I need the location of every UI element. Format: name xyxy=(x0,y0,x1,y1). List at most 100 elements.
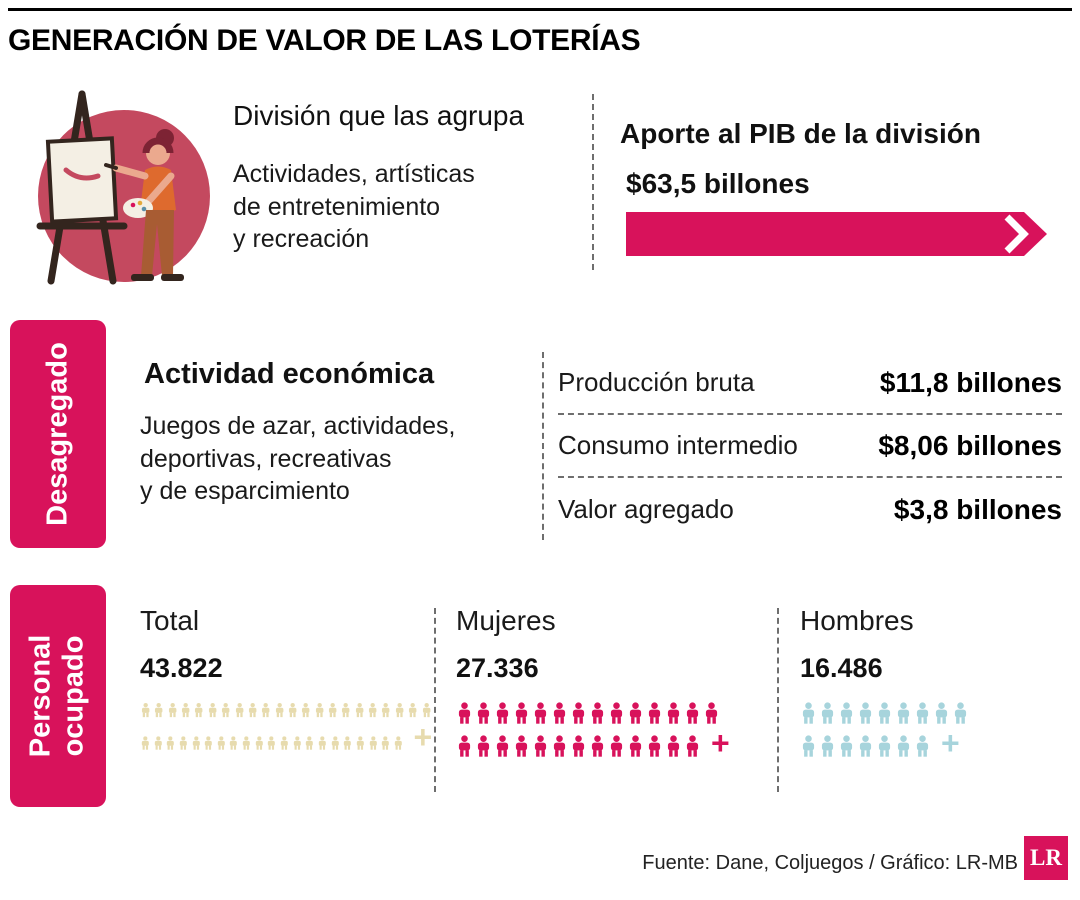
person-icon xyxy=(255,735,263,750)
source-credit: Fuente: Dane, Coljuegos / Gráfico: LR-MB xyxy=(642,852,1018,874)
person-icon xyxy=(369,735,377,750)
person-icon xyxy=(195,702,203,718)
person-icon xyxy=(318,735,326,750)
page-title: GENERACIÓN DE VALOR DE LAS LOTERÍAS xyxy=(8,24,641,57)
table-row: Consumo intermedio $8,06 billones xyxy=(558,415,1062,478)
pictogram-row xyxy=(800,702,1062,724)
person-icon xyxy=(422,702,430,718)
person-icon xyxy=(496,735,509,757)
person-icon xyxy=(686,702,699,724)
person-icon xyxy=(534,702,547,724)
person-icon xyxy=(395,702,404,718)
person-icon xyxy=(306,735,314,750)
plus-sign: + xyxy=(413,719,433,755)
top-rule xyxy=(8,8,1072,11)
person-icon xyxy=(205,735,213,750)
breakdown-table: Producción bruta $11,8 billones Consumo … xyxy=(558,352,1062,541)
person-icon xyxy=(315,702,324,718)
pictogram-row: + xyxy=(800,725,1062,761)
pib-heading: Aporte al PIB de la división xyxy=(620,118,981,149)
person-icon xyxy=(667,735,680,757)
person-icon xyxy=(248,702,257,718)
person-icon xyxy=(222,702,230,718)
person-icon xyxy=(648,702,661,724)
person-icon xyxy=(916,735,929,757)
person-icon xyxy=(610,735,623,757)
person-icon xyxy=(802,735,815,757)
dashed-divider-vertical xyxy=(542,352,544,540)
person-icon xyxy=(802,702,815,724)
personal-label-text: Personal ocupado xyxy=(24,634,90,758)
person-icon xyxy=(954,702,967,724)
plus-sign: + xyxy=(711,725,730,761)
pib-bar-arrow xyxy=(626,212,1047,256)
pictogram-row: + xyxy=(140,719,433,755)
person-icon xyxy=(168,702,177,718)
person-icon xyxy=(916,702,929,724)
person-icon xyxy=(268,735,276,750)
personal-group-total: Total 43.822 + xyxy=(140,605,433,755)
person-icon xyxy=(935,702,948,724)
lr-logo: LR xyxy=(1024,836,1068,880)
person-icon xyxy=(141,735,149,750)
palette xyxy=(123,198,153,218)
person-icon xyxy=(235,702,243,718)
person-icon xyxy=(242,735,250,750)
person-icon xyxy=(280,735,288,750)
person-icon xyxy=(686,735,699,757)
person-icon xyxy=(840,735,853,757)
pictogram-mujeres: + xyxy=(456,702,762,761)
person-icon xyxy=(458,702,471,724)
person-icon xyxy=(179,735,187,750)
person-icon xyxy=(840,702,853,724)
pib-value: $63,5 billones xyxy=(626,168,810,199)
row-value: $3,8 billones xyxy=(893,493,1062,525)
person-icon xyxy=(859,735,872,757)
person-icon xyxy=(610,702,623,724)
person-icon xyxy=(591,735,604,757)
person-icon xyxy=(515,735,528,757)
economic-activity-heading: Actividad económica xyxy=(144,358,435,390)
pictogram-row: + xyxy=(456,725,762,761)
row-value: $11,8 billones xyxy=(879,366,1062,398)
plus-sign: + xyxy=(941,725,960,761)
group-value: 27.336 xyxy=(456,653,539,683)
person-icon xyxy=(667,702,680,724)
person-icon xyxy=(859,702,872,724)
pictogram-row xyxy=(456,702,762,724)
person-icon xyxy=(878,702,891,724)
row-label: Producción bruta xyxy=(558,367,755,397)
person-icon xyxy=(477,702,490,724)
dashed-divider-vertical xyxy=(777,608,779,792)
person-icon xyxy=(477,735,490,757)
personal-section-label: Personal ocupado xyxy=(10,585,106,807)
person-icon xyxy=(155,702,163,718)
person-icon xyxy=(141,702,150,718)
row-label: Consumo intermedio xyxy=(558,430,798,460)
row-value: $8,06 billones xyxy=(878,429,1062,461)
person-icon xyxy=(275,702,284,718)
person-icon xyxy=(355,702,364,718)
table-row: Valor agregado $3,8 billones xyxy=(558,478,1062,541)
person-icon xyxy=(496,702,509,724)
division-description: Actividades, artísticas de entretenimien… xyxy=(233,160,475,253)
person-icon xyxy=(572,735,585,757)
person-icon xyxy=(331,735,339,750)
person-icon xyxy=(369,702,377,718)
dashed-divider-vertical xyxy=(592,94,594,270)
person-icon xyxy=(293,735,301,750)
desagregado-section-label: Desagregado xyxy=(10,320,106,548)
person-icon xyxy=(553,735,566,757)
person-icon xyxy=(553,702,566,724)
group-title: Total xyxy=(140,605,200,636)
desagregado-label-text: Desagregado xyxy=(41,342,74,526)
personal-group-mujeres: Mujeres 27.336 + xyxy=(456,605,762,761)
person-icon xyxy=(878,735,891,757)
person-icon xyxy=(342,702,350,718)
person-icon xyxy=(382,702,390,718)
person-icon xyxy=(154,735,162,750)
group-title: Mujeres xyxy=(456,605,556,636)
person-icon xyxy=(381,735,389,750)
person-icon xyxy=(167,735,175,750)
